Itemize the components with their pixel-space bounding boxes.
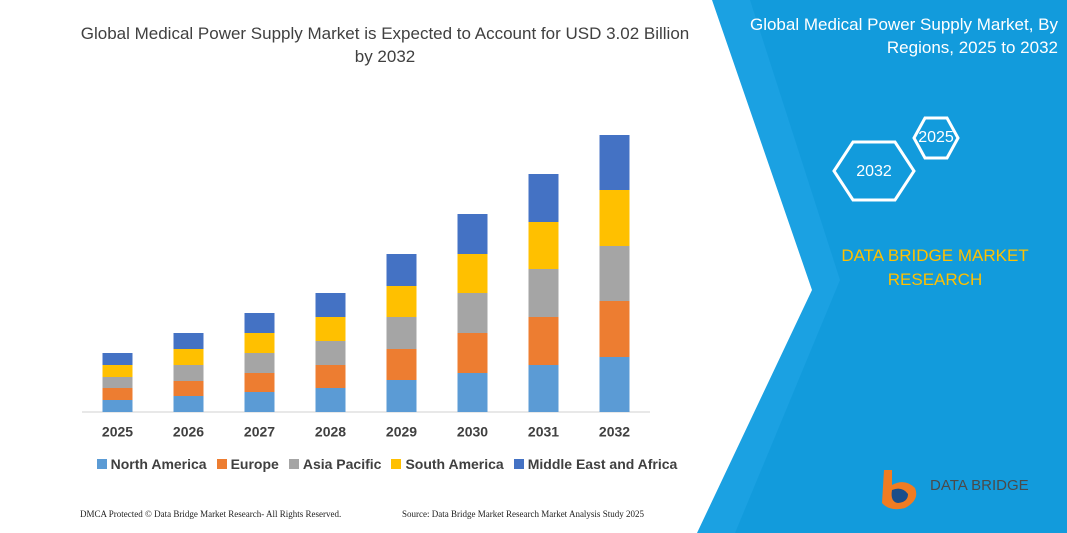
legend-item: Europe [216,456,279,472]
hex-label: 2025 [918,129,954,146]
bar-segment [386,286,417,317]
x-tick-label: 2025 [102,424,133,440]
footer-right: Source: Data Bridge Market Research Mark… [402,509,644,519]
hexagon [832,140,916,202]
legend-item: Asia Pacific [288,456,382,472]
legend-swatch [216,459,227,469]
bar-segment [244,373,275,392]
bar-segment [173,365,204,381]
legend-swatch [288,459,299,469]
x-tick-label: 2026 [173,424,204,440]
hexagon [912,116,960,160]
bar-segment [528,174,559,222]
legend-swatch [513,459,524,469]
footer-left: DMCA Protected © Data Bridge Market Rese… [80,509,342,519]
chart-title: Global Medical Power Supply Market is Ex… [80,24,690,66]
bar-segment [386,317,417,349]
bar-segment [599,190,630,246]
bar-segment [173,396,204,412]
panel-title: Global Medical Power Supply Market, By R… [749,15,1058,57]
legend-label: North America [110,456,207,472]
bar-segment [457,214,488,254]
side-panel-shade [735,0,1067,533]
bar-segment [457,254,488,293]
bar-segment [457,373,488,412]
bar-segment [315,388,346,412]
bar-segment [528,222,559,269]
bar-segment [244,392,275,412]
x-tick-label: 2029 [386,424,417,440]
brand: DATA BRIDGE MARKET RESEARCH [841,246,1029,289]
bar-segment [528,317,559,365]
legend-swatch [96,459,107,469]
x-tick-label: 2027 [244,424,275,440]
x-tick-label: 2028 [315,424,346,440]
legend: North America Europe Asia Pacific South Ame… [82,456,692,472]
legend-label: Middle East and Africa [527,456,678,472]
bar-segment [386,380,417,412]
bar-segment [244,333,275,353]
bar-segment [599,135,630,190]
bar-segment [102,388,133,400]
bar-segment [528,365,559,412]
bar-segment [315,293,346,317]
bar-segment [386,349,417,380]
bar-segment [244,353,275,373]
hex-label: 2032 [856,163,892,180]
bar-segment [173,381,204,396]
bar-segment [457,293,488,333]
bar-segment [599,246,630,301]
legend-label: Europe [230,456,279,472]
bar-segment [457,333,488,373]
legend-item: Middle East and Africa [513,456,678,472]
bar-segment [102,365,133,377]
legend-swatch [391,459,402,469]
bar-segment [102,377,133,388]
x-tick-label: 2031 [528,424,559,440]
bar-segment [599,301,630,357]
bar-segment [528,269,559,317]
bar-segment [599,357,630,412]
legend-label: South America [405,456,504,472]
bar-segment [315,317,346,341]
bar-segment [244,313,275,333]
legend-item: North America [96,456,207,472]
x-tick-label: 2032 [599,424,630,440]
legend-label: Asia Pacific [302,456,382,472]
legend-item: South America [391,456,504,472]
bar-segment [386,254,417,286]
logo-mark [891,488,908,503]
bar-segment [173,349,204,365]
bar-segment [315,365,346,388]
bar-segment [173,333,204,349]
logo-text: DATA BRIDGE [930,477,1029,494]
bar-segment [102,353,133,365]
bar-segment [102,400,133,412]
x-tick-label: 2030 [457,424,488,440]
bar-segment [315,341,346,365]
